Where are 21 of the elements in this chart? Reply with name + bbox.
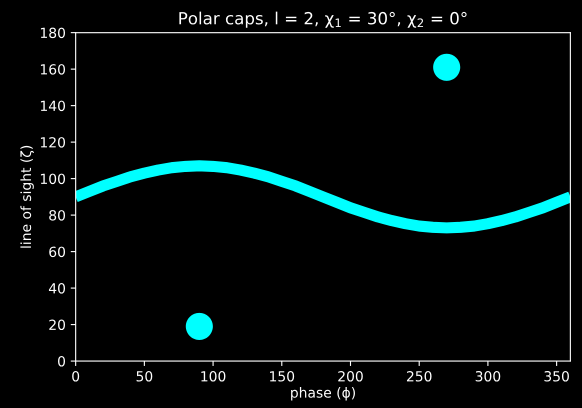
y-tick-label: 120 [40, 137, 66, 148]
y-tick-label: 160 [40, 64, 66, 75]
x-tick-label: 250 [406, 371, 432, 382]
y-tick-label: 100 [40, 174, 66, 184]
x-tick-label: 350 [544, 371, 569, 382]
y-tick-label: 40 [48, 283, 66, 294]
y-tick-label: 20 [49, 320, 66, 330]
chart-title: Polar caps, l = 2, χ$_{1}$ = 30°, χ$_{2}$ = 0° [179, 12, 467, 28]
y-tick-label: 0 [58, 356, 66, 367]
y-tick-label: 60 [49, 246, 66, 258]
x-axis-title: phase (ϕ) [291, 387, 355, 400]
x-tick-label: 50 [136, 371, 152, 382]
y-tick-label: 80 [49, 210, 66, 221]
y-tick-label: 180 [40, 28, 66, 38]
y-axis-title: line of sight (ζ) [20, 146, 34, 248]
y-tick-label: 140 [40, 100, 66, 112]
x-tick-label: 200 [338, 371, 363, 382]
x-tick-label: 150 [270, 371, 294, 382]
x-tick-label: 0 [72, 371, 80, 382]
x-tick-label: 100 [201, 371, 226, 382]
x-tick-label: 300 [476, 371, 500, 382]
